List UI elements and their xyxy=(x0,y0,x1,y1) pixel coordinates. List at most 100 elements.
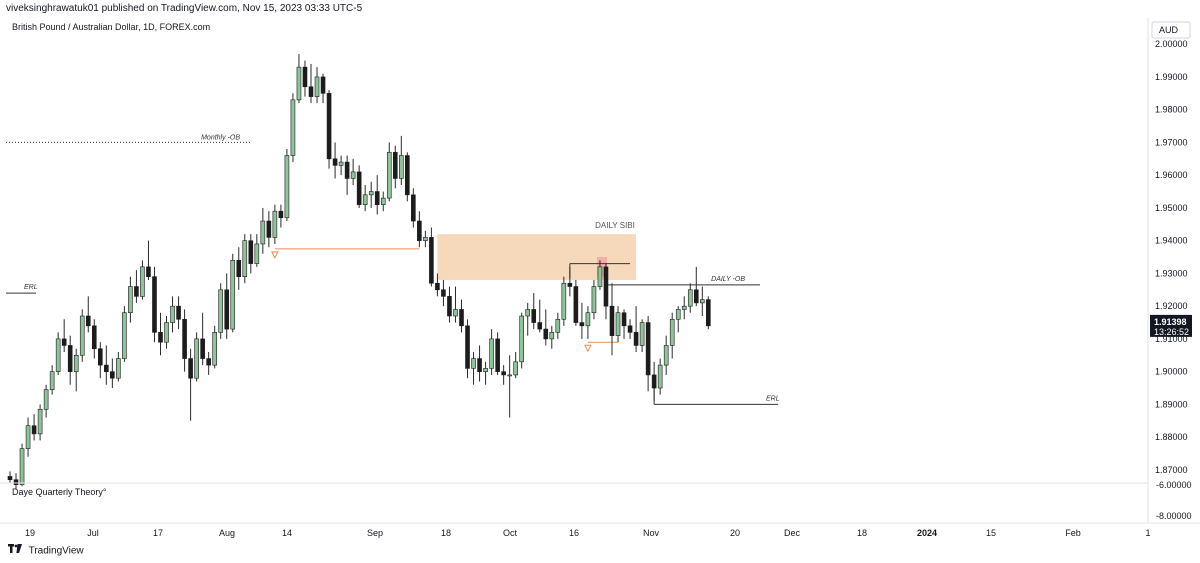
candle-up xyxy=(25,425,31,449)
candle-down xyxy=(31,425,37,435)
candle-up xyxy=(368,191,374,196)
candle-up xyxy=(591,286,597,314)
candle-up xyxy=(194,338,199,379)
candle-up xyxy=(260,220,266,245)
candle-up xyxy=(585,312,591,327)
currency-button[interactable]: AUD xyxy=(1151,21,1191,39)
candle-up xyxy=(79,315,85,356)
x-tick-label: 19 xyxy=(25,528,35,538)
x-tick-label: 14 xyxy=(282,528,292,538)
x-tick-label: 16 xyxy=(569,528,579,538)
chart-title: British Pound / Australian Dollar, 1D, F… xyxy=(12,22,210,32)
x-tick-label: Dec xyxy=(784,528,801,538)
candle-up xyxy=(170,305,175,323)
candle-down xyxy=(651,374,657,389)
candle-up xyxy=(362,194,368,205)
candle-up xyxy=(350,171,356,179)
x-tick-label: Nov xyxy=(643,528,660,538)
tradingview-footer: TradingView xyxy=(0,540,1200,562)
candle-up xyxy=(687,289,693,307)
candle-up xyxy=(657,364,663,389)
candle-down xyxy=(459,309,464,327)
candle-up xyxy=(140,266,145,297)
candle-up xyxy=(73,354,79,372)
x-tick-label: Oct xyxy=(503,528,518,538)
y-tick-label: 1.94000 xyxy=(1155,236,1188,246)
x-tick-label: 17 xyxy=(153,528,163,538)
candle-down xyxy=(206,358,211,366)
candle-up xyxy=(43,389,49,410)
price-axis[interactable]: 2.00000 1.99000 1.98000 1.97000 1.96000 1.950… xyxy=(1155,39,1188,475)
candle-down xyxy=(61,338,67,346)
candle-down xyxy=(200,338,205,359)
candle-down xyxy=(146,266,151,277)
candle-down xyxy=(537,322,543,330)
candle-down xyxy=(417,220,422,241)
candle-up xyxy=(290,99,296,156)
candle-down xyxy=(326,93,332,160)
candle-up xyxy=(615,312,621,336)
candle-down xyxy=(411,194,416,222)
candle-down xyxy=(85,315,91,327)
candle-up xyxy=(453,309,458,317)
candle-up xyxy=(669,318,675,346)
candle-up xyxy=(116,358,121,379)
candle-up xyxy=(386,151,392,199)
last-price-value: 1.91398 xyxy=(1154,317,1187,327)
candle-up xyxy=(296,66,302,101)
x-tick-label: 1 xyxy=(1145,528,1150,538)
candle-down xyxy=(134,286,139,297)
candle-down xyxy=(405,155,410,196)
candle-down xyxy=(495,338,500,372)
candle-down xyxy=(158,332,163,343)
x-tick-label: 20 xyxy=(730,528,740,538)
time-axis[interactable]: 19 Jul 17 Aug 14 Sep 18 Oct 16 Nov 20 Dec 18 2024 15 Fe… xyxy=(25,528,1151,538)
candle-up xyxy=(230,260,236,330)
candle-up xyxy=(242,240,248,277)
candle-up xyxy=(525,309,531,317)
candle-down xyxy=(429,237,434,284)
candle-down xyxy=(609,305,615,336)
indicator-label: Daye Quarterly Theory° xyxy=(12,487,107,497)
candle-down xyxy=(621,312,627,327)
candle-up xyxy=(639,322,645,346)
x-tick-label: Sep xyxy=(367,528,383,538)
candle-down xyxy=(248,240,254,264)
candle-down xyxy=(441,289,446,297)
y-tick-label: 1.90000 xyxy=(1155,367,1188,377)
candlestick-chart[interactable]: DAILY SIBI Monthly -OB ERL DAILY -OB ERL Bri… xyxy=(0,18,1200,540)
candle-down xyxy=(633,332,639,346)
candle-down xyxy=(98,348,103,366)
x-tick-label: Feb xyxy=(1065,528,1081,538)
candle-up xyxy=(55,338,61,372)
candle-up xyxy=(380,197,386,205)
candle-down xyxy=(224,289,230,330)
monthly-ob-label: Monthly -OB xyxy=(201,134,240,141)
x-tick-label: 18 xyxy=(857,528,867,538)
candle-down xyxy=(374,191,380,205)
candle-down xyxy=(302,66,308,88)
x-tick-label: 2024 xyxy=(917,528,937,538)
candle-down xyxy=(531,309,537,323)
y-tick-label: 1.96000 xyxy=(1155,170,1188,180)
candle-down xyxy=(627,325,633,333)
candle-down xyxy=(706,299,711,327)
candle-up xyxy=(164,322,169,343)
candle-up xyxy=(37,409,43,435)
candle-down xyxy=(435,282,440,291)
candle-down xyxy=(356,171,362,205)
candle-up xyxy=(483,368,488,372)
candle-up xyxy=(561,282,567,320)
candle-up xyxy=(423,237,428,241)
candle-down xyxy=(236,260,242,277)
candle-down xyxy=(152,276,157,333)
candle-down xyxy=(188,358,193,379)
candle-down xyxy=(465,325,470,369)
y-tick-label: 1.95000 xyxy=(1155,203,1188,213)
y-tick-label: 1.93000 xyxy=(1155,268,1188,278)
candle-down xyxy=(501,371,506,376)
candle-down xyxy=(176,305,181,320)
candle-up xyxy=(675,309,681,320)
indicator-tick-1: -6.00000 xyxy=(1156,480,1192,490)
candle-up xyxy=(507,374,512,377)
